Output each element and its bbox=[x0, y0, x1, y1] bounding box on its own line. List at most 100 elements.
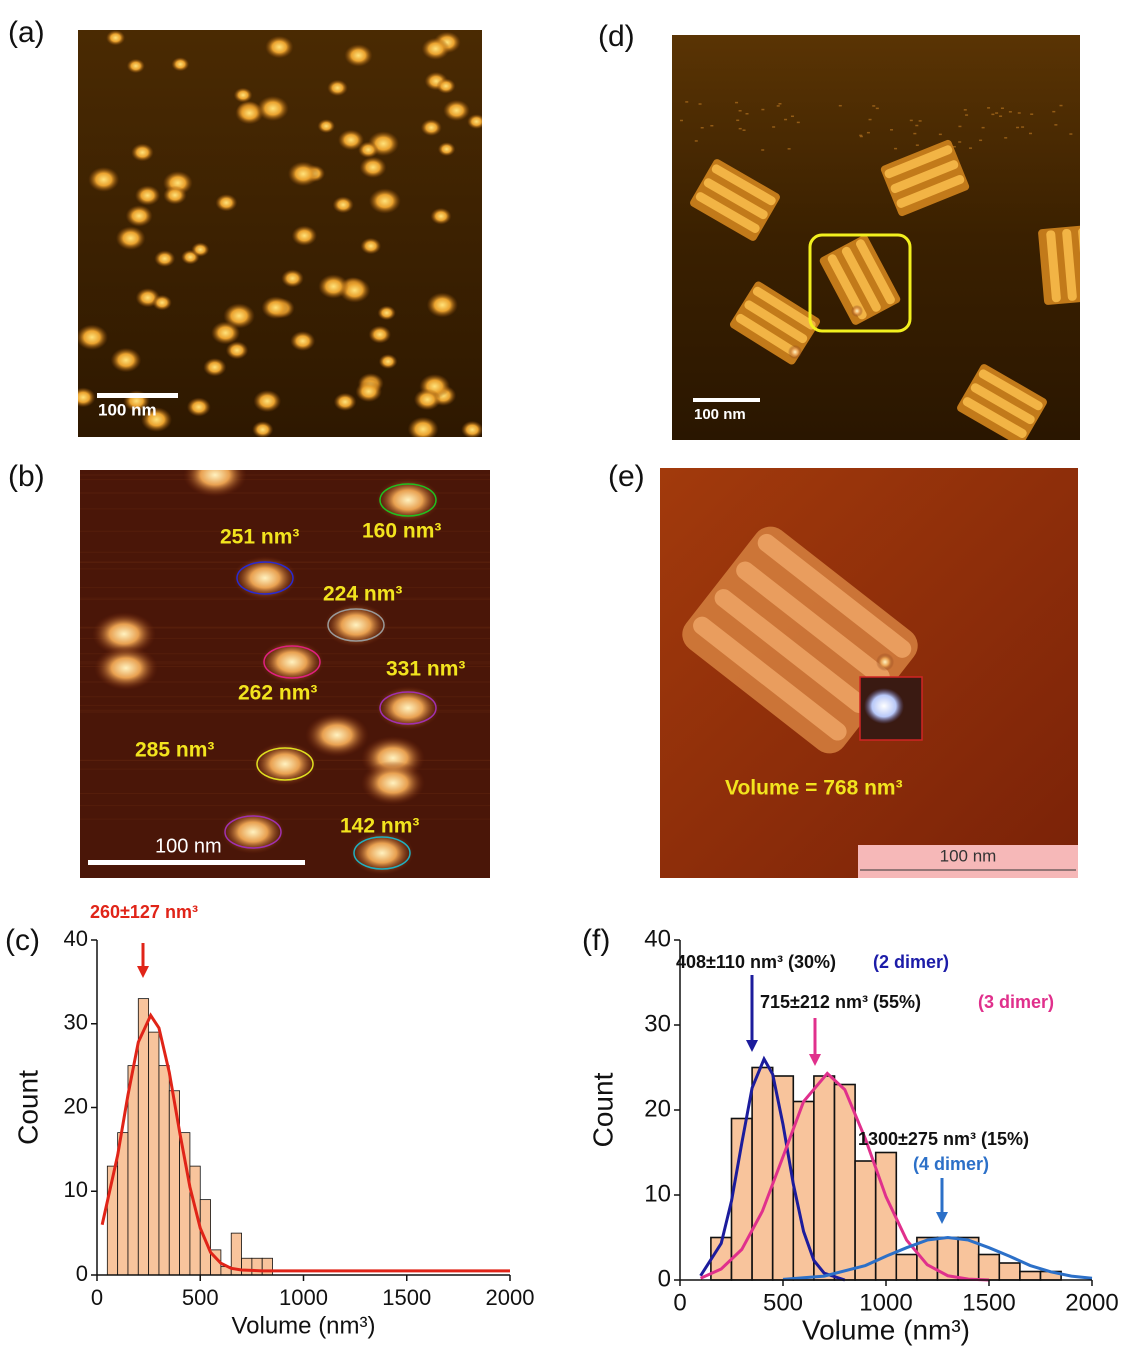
debris bbox=[995, 112, 998, 114]
particle bbox=[257, 96, 289, 121]
bar bbox=[1020, 1272, 1041, 1281]
afm-image bbox=[672, 35, 1098, 447]
debris bbox=[919, 120, 922, 122]
debris bbox=[1054, 124, 1057, 126]
debris bbox=[915, 125, 918, 127]
debris bbox=[772, 126, 775, 128]
arrow-head bbox=[137, 966, 149, 978]
particle bbox=[334, 393, 357, 411]
volume-label: 251 nm³ bbox=[220, 526, 299, 549]
particle bbox=[253, 390, 281, 412]
particle bbox=[163, 186, 186, 205]
x-tick-label: 1000 bbox=[279, 1285, 328, 1310]
panel-label: (d) bbox=[598, 20, 635, 53]
x-tick-label: 1500 bbox=[382, 1285, 431, 1310]
particle bbox=[76, 325, 108, 351]
particle bbox=[369, 188, 401, 213]
particle bbox=[292, 226, 317, 246]
debris bbox=[1069, 133, 1072, 135]
x-axis-title: Volume (nm³) bbox=[231, 1312, 375, 1339]
debris bbox=[695, 140, 698, 142]
debris bbox=[1018, 112, 1021, 114]
particle bbox=[430, 208, 451, 225]
debris bbox=[958, 141, 961, 143]
bar bbox=[159, 1066, 169, 1275]
y-tick-label: 0 bbox=[76, 1261, 88, 1286]
x-tick-label: 2000 bbox=[1065, 1289, 1118, 1316]
particle bbox=[436, 78, 455, 93]
particle bbox=[152, 295, 172, 311]
y-axis-title: Count bbox=[587, 1072, 618, 1147]
debris bbox=[913, 133, 916, 135]
particle bbox=[183, 453, 247, 497]
debris bbox=[761, 109, 764, 111]
afm-image bbox=[0, 0, 486, 441]
bar bbox=[814, 1076, 835, 1280]
particle bbox=[154, 250, 175, 267]
particle bbox=[88, 167, 119, 192]
volume-label: 331 nm³ bbox=[386, 658, 465, 681]
particle bbox=[344, 44, 372, 66]
particle bbox=[333, 196, 354, 213]
debris bbox=[939, 134, 942, 136]
volume-label: 142 nm³ bbox=[340, 815, 419, 838]
debris bbox=[965, 114, 968, 116]
particle bbox=[355, 381, 382, 402]
volume-label: 262 nm³ bbox=[238, 682, 317, 705]
debris bbox=[979, 140, 982, 142]
annotation: (2 dimer) bbox=[873, 952, 949, 972]
debris bbox=[910, 120, 913, 122]
particle bbox=[421, 119, 442, 136]
y-tick-label: 10 bbox=[644, 1180, 671, 1207]
volume-label: 224 nm³ bbox=[323, 583, 402, 606]
y-tick-label: 30 bbox=[64, 1010, 88, 1035]
debris bbox=[969, 147, 972, 149]
scale-label: 100 nm bbox=[98, 400, 157, 419]
particle bbox=[361, 761, 425, 805]
particle bbox=[461, 421, 483, 439]
bar bbox=[999, 1263, 1020, 1280]
x-tick-label: 0 bbox=[91, 1285, 103, 1310]
particle bbox=[443, 100, 470, 121]
debris bbox=[987, 107, 990, 109]
particle bbox=[127, 59, 145, 73]
debris bbox=[736, 120, 739, 122]
panel-label: (c) bbox=[5, 924, 40, 957]
particle bbox=[360, 157, 387, 178]
particle bbox=[467, 114, 486, 129]
particle bbox=[203, 358, 226, 376]
particle bbox=[379, 354, 398, 369]
debris bbox=[1030, 113, 1033, 115]
debris bbox=[743, 129, 746, 131]
debris bbox=[1001, 108, 1004, 110]
particle bbox=[94, 646, 158, 690]
particle bbox=[234, 88, 253, 103]
y-axis-title: Count bbox=[12, 1070, 43, 1145]
bright-spot bbox=[851, 305, 863, 317]
debris bbox=[894, 148, 897, 150]
x-tick-label: 1500 bbox=[962, 1289, 1015, 1316]
particle bbox=[191, 242, 209, 256]
annotation: 715±212 nm³ (55%) bbox=[760, 992, 921, 1012]
bar bbox=[835, 1085, 856, 1281]
particle bbox=[116, 226, 146, 250]
debris bbox=[685, 101, 688, 103]
debris bbox=[890, 129, 893, 131]
x-tick-label: 500 bbox=[763, 1289, 803, 1316]
particle bbox=[131, 143, 153, 161]
scale-label: 100 nm bbox=[694, 406, 746, 423]
debris bbox=[964, 109, 967, 111]
y-tick-label: 40 bbox=[644, 925, 671, 952]
debris bbox=[1060, 105, 1063, 107]
bright-spot bbox=[876, 653, 894, 671]
x-tick-label: 500 bbox=[182, 1285, 219, 1310]
particle bbox=[422, 38, 450, 60]
annotation: 260±127 nm³ bbox=[90, 902, 198, 922]
debris bbox=[958, 126, 961, 128]
particle bbox=[106, 30, 125, 45]
x-tick-label: 0 bbox=[673, 1289, 686, 1316]
y-tick-label: 10 bbox=[64, 1177, 88, 1202]
debris bbox=[701, 127, 704, 129]
particle bbox=[281, 269, 303, 287]
particle bbox=[215, 194, 237, 211]
